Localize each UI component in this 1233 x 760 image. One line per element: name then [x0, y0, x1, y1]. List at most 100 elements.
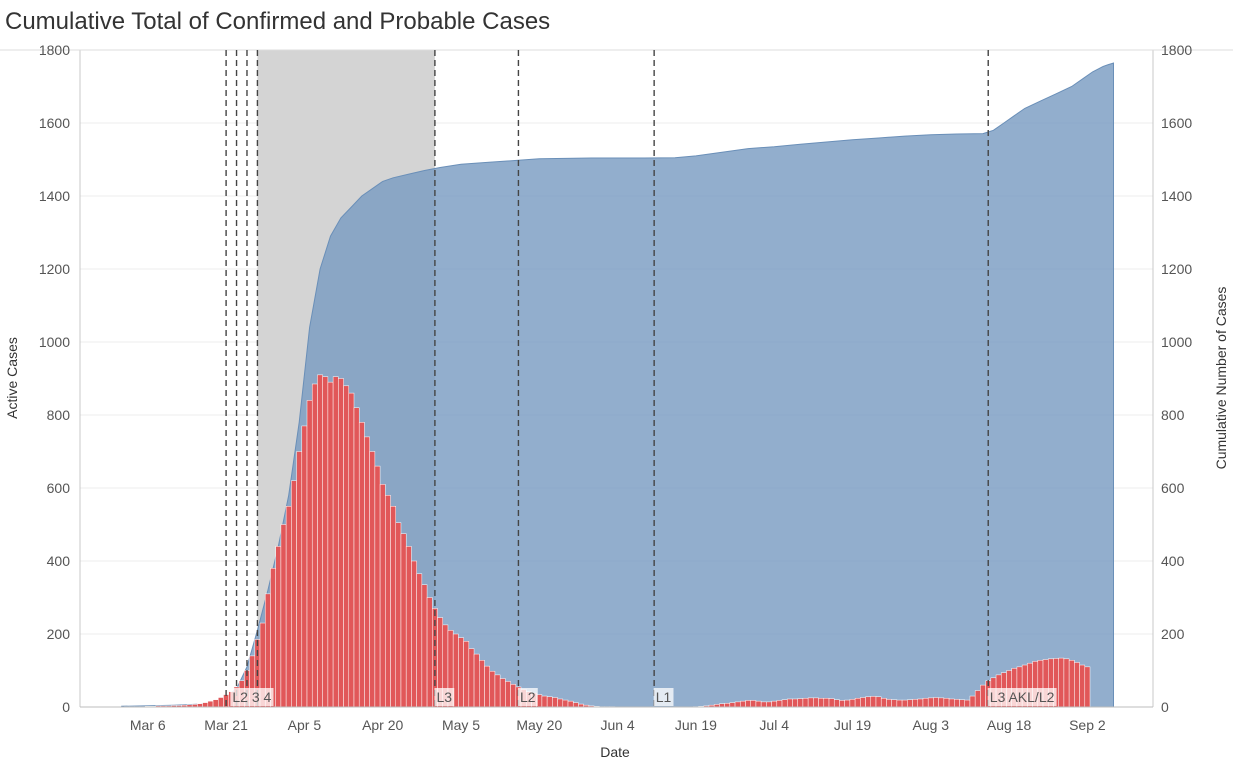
x-tick-label: Apr 20	[362, 717, 403, 733]
active-cases-bar	[771, 700, 778, 708]
left-y-tick-label: 1400	[39, 188, 70, 204]
active-cases-bar	[385, 495, 391, 708]
active-cases-bar	[338, 378, 344, 708]
active-cases-bar	[787, 698, 793, 708]
active-cases-bar	[364, 436, 370, 708]
right-y-axis: 0 200 400 600 800 1000 1200 1400 1600 1800	[1161, 42, 1192, 715]
left-y-tick-label: 1000	[39, 334, 70, 350]
annotation-background	[517, 688, 538, 706]
active-cases-bar	[369, 451, 376, 708]
active-cases-bar	[938, 697, 945, 708]
left-y-tick-label: 1200	[39, 261, 70, 277]
active-cases-bar	[291, 480, 297, 708]
active-cases-bar	[980, 684, 986, 708]
active-cases-bar	[776, 700, 783, 708]
active-cases-bar	[1084, 666, 1091, 708]
active-cases-bar	[828, 698, 835, 708]
active-cases-bar	[839, 700, 845, 708]
right-y-tick-label: 200	[1161, 626, 1185, 642]
active-cases-bar	[322, 376, 329, 708]
active-cases-bar	[505, 681, 511, 708]
active-cases-bar	[1058, 657, 1065, 708]
active-cases-bar	[212, 699, 219, 708]
active-cases-bar	[379, 484, 386, 708]
annotation-background	[434, 688, 455, 706]
left-y-axis-title: Active Cases	[4, 337, 20, 419]
active-cases-bar	[886, 699, 892, 708]
right-y-tick-label: 400	[1161, 553, 1185, 569]
active-cases-bar	[875, 696, 882, 708]
active-cases-bar	[567, 700, 574, 708]
x-tick-label: Jul 19	[834, 717, 872, 733]
active-cases-bar	[818, 697, 825, 708]
active-cases-bar	[489, 670, 496, 708]
right-y-axis-title: Cumulative Number of Cases	[1213, 287, 1229, 470]
active-cases-bar	[740, 700, 746, 708]
active-cases-bar	[473, 653, 480, 708]
active-cases-bar	[1079, 664, 1086, 708]
right-y-tick-label: 600	[1161, 480, 1185, 496]
active-cases-bar	[807, 697, 814, 708]
active-cases-bar	[479, 660, 485, 708]
active-cases-bar	[358, 422, 365, 708]
active-cases-bar	[484, 665, 490, 708]
x-tick-label: Mar 6	[130, 717, 166, 733]
active-cases-bar	[959, 699, 965, 708]
x-tick-label: Jul 4	[759, 717, 789, 733]
left-y-tick-label: 600	[47, 480, 71, 496]
active-cases-bar	[458, 637, 464, 708]
active-cases-bar	[411, 560, 417, 708]
active-cases-bar	[280, 524, 287, 708]
active-cases-bar	[353, 407, 360, 708]
active-cases-bar	[760, 701, 767, 708]
active-cases-bar	[802, 697, 809, 708]
active-cases-bar	[912, 699, 919, 708]
annotation-background	[230, 688, 274, 706]
alert-level-annotation: L2 3 4	[232, 689, 271, 705]
active-cases-bar	[374, 465, 381, 708]
active-cases-bar	[572, 702, 579, 708]
active-cases-bar	[792, 698, 798, 708]
active-cases-bar	[854, 697, 861, 708]
active-cases-bar	[510, 684, 517, 708]
active-cases-bar	[907, 699, 913, 708]
chart-title: Cumulative Total of Confirmed and Probab…	[5, 8, 551, 35]
alert-level-annotation: L1	[656, 689, 672, 705]
right-y-tick-label: 1600	[1161, 115, 1192, 131]
active-cases-bar	[724, 703, 731, 708]
active-cases-bar	[1068, 660, 1075, 708]
active-cases-bar	[969, 695, 976, 708]
active-cases-bar	[891, 699, 898, 708]
active-cases-bar	[311, 383, 318, 708]
active-cases-bar	[546, 696, 553, 708]
x-tick-label: Jun 4	[600, 717, 634, 733]
alert-level-annotation: L2	[520, 689, 536, 705]
x-tick-label: Aug 18	[987, 717, 1032, 733]
active-cases-bar	[395, 522, 402, 708]
plot-frame	[0, 49, 1233, 708]
alert-level-annotation: L3 AKL/L2	[990, 689, 1055, 705]
active-cases-bar	[562, 699, 569, 708]
active-cases-bar	[400, 533, 407, 708]
active-cases-bar	[296, 451, 303, 708]
active-cases-bar	[1063, 658, 1070, 708]
active-cases-bar	[729, 702, 736, 708]
active-cases-bar	[896, 699, 903, 708]
active-cases-bar	[552, 697, 558, 708]
active-cases-bar	[332, 376, 339, 708]
active-cases-bar	[301, 425, 308, 708]
active-cases-bar	[933, 697, 939, 708]
active-cases-bar	[954, 699, 960, 708]
active-cases-bar	[207, 700, 214, 708]
active-cases-bar	[880, 697, 887, 708]
right-y-tick-label: 1200	[1161, 261, 1192, 277]
annotation-background	[987, 688, 1057, 706]
active-cases-bar	[463, 641, 470, 708]
active-cases-bar	[390, 506, 396, 708]
active-cases-bar	[927, 697, 934, 708]
active-cases-bar	[922, 697, 929, 708]
active-cases-bar	[285, 506, 292, 708]
x-tick-label: Sep 2	[1069, 717, 1106, 733]
left-y-axis: 0 200 400 600 800 1000 1200 1400 1600 1800	[39, 42, 70, 715]
